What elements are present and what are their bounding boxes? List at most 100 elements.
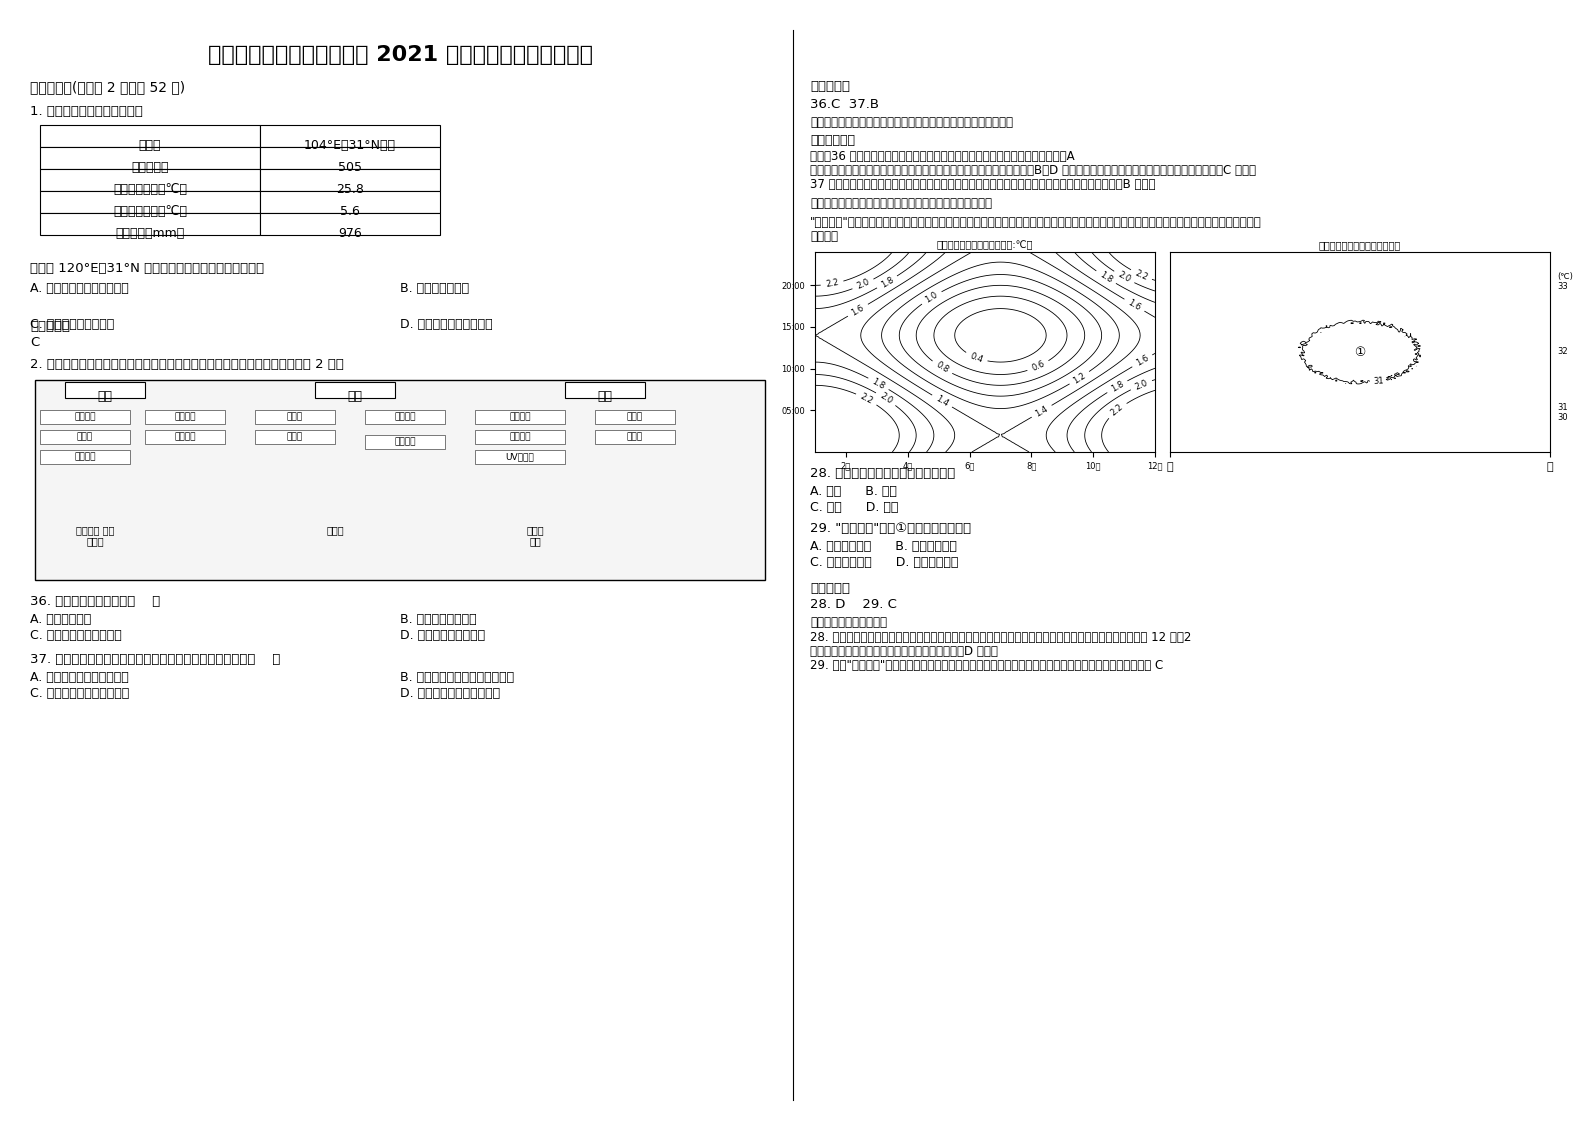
Text: 37. 该系统未能在我国吐鲁番市得到普及使用的主要原因是（    ）: 37. 该系统未能在我国吐鲁番市得到普及使用的主要原因是（ ） [30, 653, 281, 666]
Text: 0.4: 0.4 [968, 351, 984, 365]
Text: 1.6: 1.6 [1135, 353, 1151, 368]
Bar [595, 430, 674, 444]
Bar [475, 430, 565, 444]
Text: 32: 32 [1557, 348, 1568, 357]
Text: 31: 31 [1349, 316, 1362, 328]
Text: 经纬度: 经纬度 [138, 139, 162, 151]
Text: 28. 北京城市热岛效应最显著的季节为: 28. 北京城市热岛效应最显著的季节为 [809, 467, 955, 480]
Text: C. 秋季      D. 冬季: C. 秋季 D. 冬季 [809, 502, 898, 514]
Text: 2.2: 2.2 [1109, 403, 1125, 417]
Bar [40, 125, 260, 147]
Text: 【知识点】本题考查对雨水收集、净化和利用系统示意图的分析。: 【知识点】本题考查对雨水收集、净化和利用系统示意图的分析。 [809, 116, 1013, 129]
Text: 5.6: 5.6 [340, 205, 360, 218]
Bar [595, 410, 674, 424]
Text: 游泳绿化: 游泳绿化 [394, 438, 416, 447]
Text: 2.0: 2.0 [1116, 270, 1132, 285]
Text: 104°E、31°N附近: 104°E、31°N附近 [305, 139, 397, 151]
Text: 山西省太原市古交第十中学 2021 年高三地理测试题含解析: 山西省太原市古交第十中学 2021 年高三地理测试题含解析 [208, 45, 592, 65]
Text: B. 气候干早，降水少，利用率低: B. 气候干早，降水少，利用率低 [400, 671, 514, 684]
Text: A. 加剧城市内涝: A. 加剧城市内涝 [30, 613, 90, 626]
Bar [40, 430, 130, 444]
Text: (℃)
33: (℃) 33 [1557, 272, 1573, 292]
Text: 列各题。: 列各题。 [809, 230, 838, 243]
Text: B. 导致地下水位下降: B. 导致地下水位下降 [400, 613, 476, 626]
Text: 1.4: 1.4 [1033, 404, 1049, 419]
Text: 交通区: 交通区 [76, 432, 94, 441]
Bar [260, 213, 440, 234]
Text: 屋顶来面: 屋顶来面 [75, 413, 95, 422]
Text: 29. "冷岛效应"会使①处与周边地区相比: 29. "冷岛效应"会使①处与周边地区相比 [809, 522, 971, 535]
Text: A. 春季      B. 夏季: A. 春季 B. 夏季 [809, 485, 897, 498]
Text: 景观绿地: 景观绿地 [394, 413, 416, 422]
Text: 2.0: 2.0 [1133, 378, 1149, 392]
Bar [40, 169, 260, 191]
Text: 1.8: 1.8 [1109, 379, 1125, 394]
Text: 参考答案：: 参考答案： [809, 80, 851, 93]
Text: 行道道路: 行道道路 [75, 452, 95, 461]
Text: C. 有效控制雨水径流污染: C. 有效控制雨水径流污染 [30, 629, 122, 642]
Text: 海拔（米）: 海拔（米） [132, 160, 168, 174]
Text: UV线消毒: UV线消毒 [506, 452, 535, 461]
Text: 1.2: 1.2 [1071, 370, 1087, 385]
Bar [40, 213, 260, 234]
Text: 公用用水 支管
下水道: 公用用水 支管 下水道 [76, 525, 114, 546]
Text: 年降水量（mm）: 年降水量（mm） [116, 227, 184, 240]
Text: 36. 该系统的广泛使用会（    ）: 36. 该系统的广泛使用会（ ） [30, 595, 160, 608]
Bar [40, 450, 130, 465]
Bar [256, 430, 335, 444]
Text: 雨水储
存池: 雨水储 存池 [527, 525, 544, 546]
Text: 景观绿地: 景观绿地 [509, 413, 530, 422]
Text: 【答案解析】: 【答案解析】 [809, 134, 855, 147]
Text: 2. 下图为德国柏林某生活小区的雨水收集、净化和利用系统示意图。读图完成 2 题。: 2. 下图为德国柏林某生活小区的雨水收集、净化和利用系统示意图。读图完成 2 题… [30, 358, 344, 371]
Text: 错；因减少用水量，所以不会导致地下水位下降和加重绿地土壤盐渍化，B、D 错；雨水和生活用水分离，有效控制雨水径流污染，C 正确。: 错；因减少用水量，所以不会导致地下水位下降和加重绿地土壤盐渍化，B、D 错；雨水… [809, 164, 1255, 177]
Bar [144, 410, 225, 424]
Text: 净化雨: 净化雨 [627, 413, 643, 422]
Text: A. 年降水量增多      B. 热量交换增强: A. 年降水量增多 B. 热量交换增强 [809, 540, 957, 553]
Bar [256, 410, 335, 424]
Text: C: C [30, 335, 40, 349]
Text: "冷岛效应"原指早地夏季时，绿洲、湖泊与气温比附近沙漠低的一种局部温凉的小气候现象。目前城市也在广泛开展这方面的研究。读图，完成下: "冷岛效应"原指早地夏季时，绿洲、湖泊与气温比附近沙漠低的一种局部温凉的小气候现… [809, 217, 1262, 229]
Text: 0.8: 0.8 [935, 360, 951, 375]
Text: 净化: 净化 [597, 390, 613, 403]
Text: 初期雨: 初期雨 [287, 413, 303, 422]
Text: 该地与 120°E、31°N 地区相比，一月均温较高，原因是: 该地与 120°E、31°N 地区相比，一月均温较高，原因是 [30, 263, 263, 275]
Text: 考查热力环流相关知识。: 考查热力环流相关知识。 [809, 616, 887, 629]
Bar [260, 147, 440, 169]
Bar [314, 381, 395, 398]
Bar [475, 450, 565, 465]
Text: 31
30: 31 30 [1557, 403, 1568, 422]
Text: 1.8: 1.8 [871, 377, 887, 390]
Bar [40, 410, 130, 424]
Text: 28. D    29. C: 28. D 29. C [809, 598, 897, 611]
Text: A. 该系统投资大，成本过高: A. 该系统投资大，成本过高 [30, 671, 129, 684]
Text: 2.0: 2.0 [878, 392, 893, 406]
Text: ①: ① [1354, 346, 1366, 359]
Text: 28. 热岛效应最显著，说明地区与郊区温度差值大。根据北京市热岛强度分布图可知，热岛强度最大出现在 12 月～2: 28. 热岛效应最显著，说明地区与郊区温度差值大。根据北京市热岛强度分布图可知，… [809, 631, 1192, 644]
Text: 2.2: 2.2 [1133, 268, 1149, 282]
Bar [144, 430, 225, 444]
Text: 收集: 收集 [97, 390, 113, 403]
Text: 1.4: 1.4 [935, 394, 951, 408]
Text: 0.6: 0.6 [1030, 359, 1046, 374]
Bar [35, 380, 765, 580]
Text: 游泳净化: 游泳净化 [509, 432, 530, 441]
Text: D. 受回归高气压带的影响: D. 受回归高气压带的影响 [400, 318, 492, 331]
Text: 一月平均气温（℃）: 一月平均气温（℃） [113, 205, 187, 218]
Text: C. 空气对流减弱      D. 水汽蒸发加快: C. 空气对流减弱 D. 水汽蒸发加快 [809, 557, 959, 569]
Text: B. 海拔低，气温高: B. 海拔低，气温高 [400, 282, 470, 295]
Text: 洼地收集: 洼地收集 [175, 432, 195, 441]
Text: 1.6: 1.6 [851, 303, 867, 318]
Bar [65, 381, 144, 398]
Text: A. 远离海洋，受海洋影响小: A. 远离海洋，受海洋影响小 [30, 282, 129, 295]
Bar [365, 410, 444, 424]
Text: 1.6: 1.6 [1127, 298, 1143, 312]
Text: D. 雨水污染严重，无法利用: D. 雨水污染严重，无法利用 [400, 687, 500, 700]
Text: 【思路点拨】本题示例图的解读能力要求较高，难度中等。: 【思路点拨】本题示例图的解读能力要求较高，难度中等。 [809, 197, 992, 210]
Text: 1.0: 1.0 [924, 291, 940, 305]
Text: 1.8: 1.8 [1098, 270, 1114, 285]
Text: 2.0: 2.0 [855, 277, 871, 291]
Text: 饮用水: 饮用水 [327, 525, 344, 535]
Bar [475, 410, 565, 424]
Text: 渗透绿地: 渗透绿地 [175, 413, 195, 422]
Bar [260, 169, 440, 191]
